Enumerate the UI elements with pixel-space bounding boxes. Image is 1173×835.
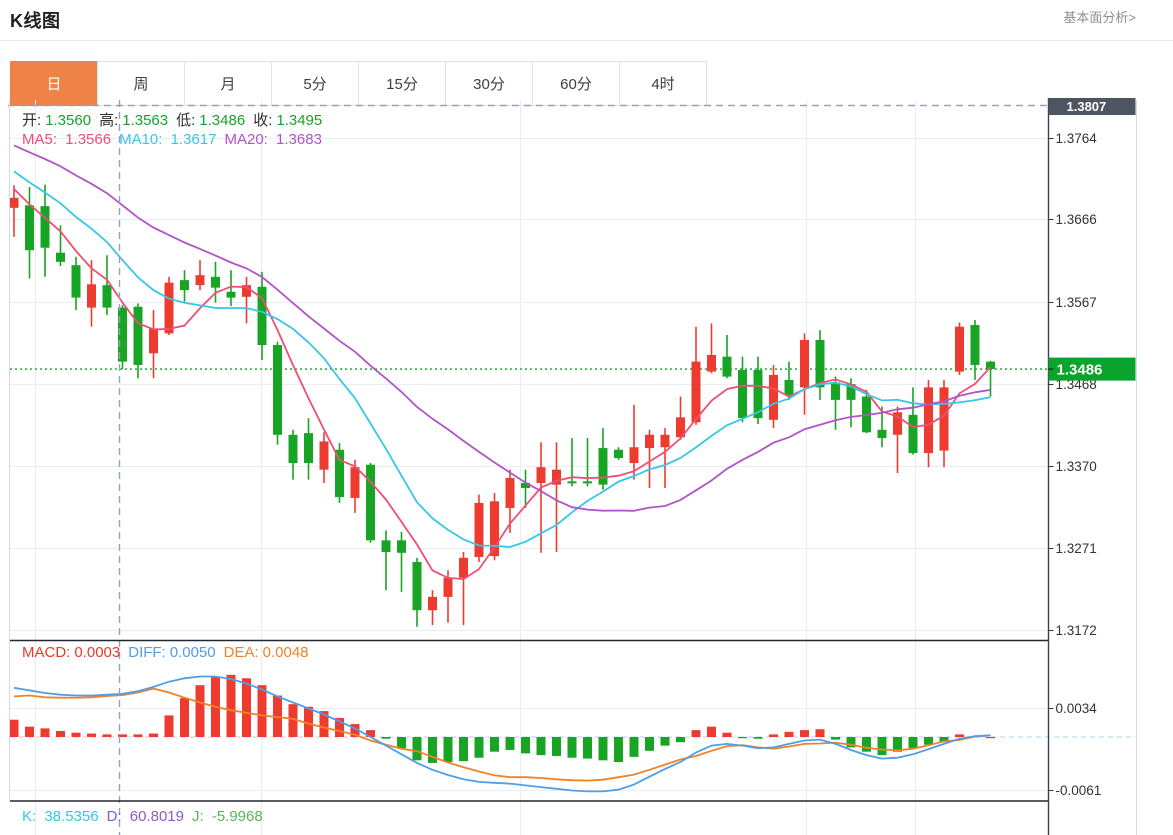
tab-60分[interactable]: 60分 [532, 61, 620, 106]
tab-30分[interactable]: 30分 [445, 61, 533, 106]
svg-text:1.3567: 1.3567 [1056, 295, 1097, 310]
header: K线图 基本面分析> [0, 0, 1173, 41]
tab-月[interactable]: 月 [184, 61, 272, 106]
svg-text:-0.0061: -0.0061 [1056, 783, 1102, 798]
tab-5分[interactable]: 5分 [271, 61, 359, 106]
page-title: K线图 [10, 11, 61, 31]
svg-text:1.3271: 1.3271 [1056, 541, 1097, 556]
svg-text:1.3172: 1.3172 [1056, 623, 1097, 638]
svg-text:1.3764: 1.3764 [1056, 131, 1098, 146]
fundamental-analysis-link[interactable]: 基本面分析> [1063, 10, 1136, 25]
svg-text:1.3468: 1.3468 [1056, 377, 1097, 392]
svg-text:1.3666: 1.3666 [1056, 212, 1097, 227]
svg-text:1.3370: 1.3370 [1056, 459, 1097, 474]
tab-15分[interactable]: 15分 [358, 61, 446, 106]
svg-text:0.0034: 0.0034 [1056, 701, 1098, 716]
interval-tabbar: 日周月 5分 15分 30分 60分 4时 [10, 61, 707, 106]
tab-日[interactable]: 日 [10, 61, 98, 106]
current-price-badge: 1.3486 [1057, 362, 1103, 379]
crosshair-price-badge: 1.3807 [1067, 99, 1107, 114]
